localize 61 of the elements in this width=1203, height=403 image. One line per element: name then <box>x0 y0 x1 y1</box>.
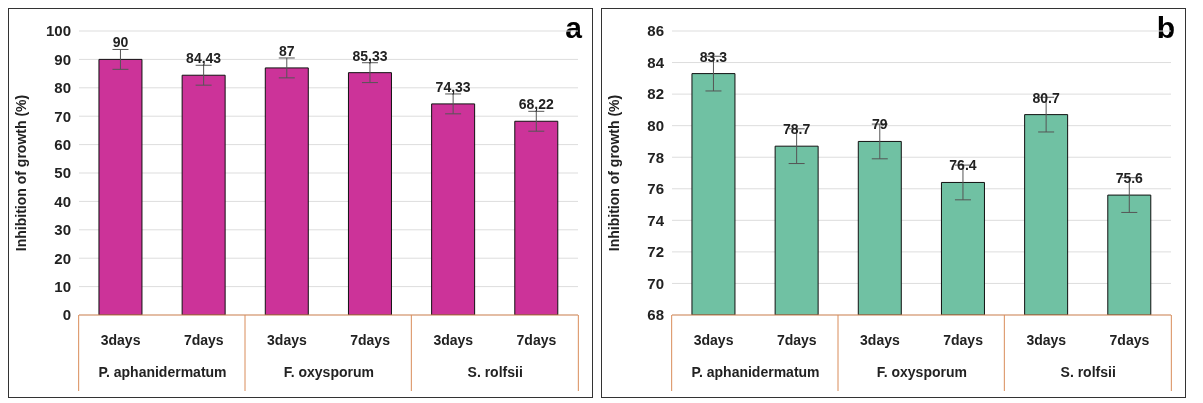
data-label: 68,22 <box>518 96 555 113</box>
data-label: 83.3 <box>699 48 728 65</box>
y-tick-label: 60 <box>54 135 71 153</box>
chart-title: a <box>565 11 582 45</box>
data-label: 74,33 <box>435 78 471 95</box>
data-label: 75.6 <box>1115 170 1144 187</box>
y-tick-label: 78 <box>647 148 664 166</box>
y-tick-label: 86 <box>647 22 664 40</box>
y-tick-label: 100 <box>45 22 71 40</box>
y-tick-label: 70 <box>647 274 664 292</box>
text: F. oxysporum <box>283 364 374 380</box>
text: P. aphanidermatum <box>98 364 227 380</box>
data-label: 80.7 <box>1032 89 1060 106</box>
y-tick-label: 10 <box>54 277 71 295</box>
data-label: 76.4 <box>949 157 977 174</box>
y-tick-label: 90 <box>54 50 71 68</box>
y-tick-label: 0 <box>62 306 71 324</box>
x-tick-label: 7days <box>516 332 557 348</box>
y-tick-label: 80 <box>647 116 664 134</box>
y-tick-label: 76 <box>647 180 664 198</box>
x-tick-label: 7days <box>350 332 391 348</box>
bar <box>347 72 392 315</box>
y-tick-label: 72 <box>647 243 664 261</box>
x-tick-label: 7days <box>1109 332 1150 348</box>
y-tick-label: 68 <box>647 306 664 324</box>
x-tick-label: 3days <box>1026 332 1067 348</box>
data-label: 79 <box>872 116 888 133</box>
y-tick-label: 20 <box>54 249 71 267</box>
y-axis-title: Inhibition of growth (%) <box>605 94 622 252</box>
x-tick-label: 3days <box>267 332 307 348</box>
bar <box>514 120 559 315</box>
x-tick-label: 3days <box>100 332 141 348</box>
y-tick-label: 30 <box>54 221 71 239</box>
y-tick-label: 84 <box>647 53 665 71</box>
bar <box>264 67 309 315</box>
text: S. rolfsii <box>1060 364 1116 380</box>
y-tick-label: 74 <box>647 211 665 229</box>
x-tick-label: 7days <box>943 332 984 348</box>
x-tick-label: 3days <box>693 332 734 348</box>
y-tick-label: 50 <box>54 164 71 182</box>
text: P. aphanidermatum <box>691 364 820 380</box>
bar <box>431 103 476 315</box>
x-tick-label: 7days <box>183 332 224 348</box>
data-label: 87 <box>279 42 295 59</box>
text: S. rolfsii <box>467 364 523 380</box>
x-tick-label: 3days <box>433 332 474 348</box>
y-tick-label: 40 <box>54 192 71 210</box>
text: F. oxysporum <box>876 364 967 380</box>
bar <box>181 74 226 315</box>
y-tick-label: 80 <box>54 79 71 97</box>
x-tick-label: 3days <box>860 332 900 348</box>
y-tick-label: 70 <box>54 107 71 125</box>
chart-title: b <box>1156 11 1175 45</box>
data-label: 84,43 <box>186 50 222 67</box>
data-label: 90 <box>112 34 129 51</box>
y-axis-title: Inhibition of growth (%) <box>12 94 29 252</box>
data-label: 85,33 <box>352 47 388 64</box>
data-label: 78.7 <box>783 121 811 138</box>
bar <box>98 58 143 315</box>
x-tick-label: 7days <box>776 332 817 348</box>
y-tick-label: 82 <box>647 85 664 103</box>
